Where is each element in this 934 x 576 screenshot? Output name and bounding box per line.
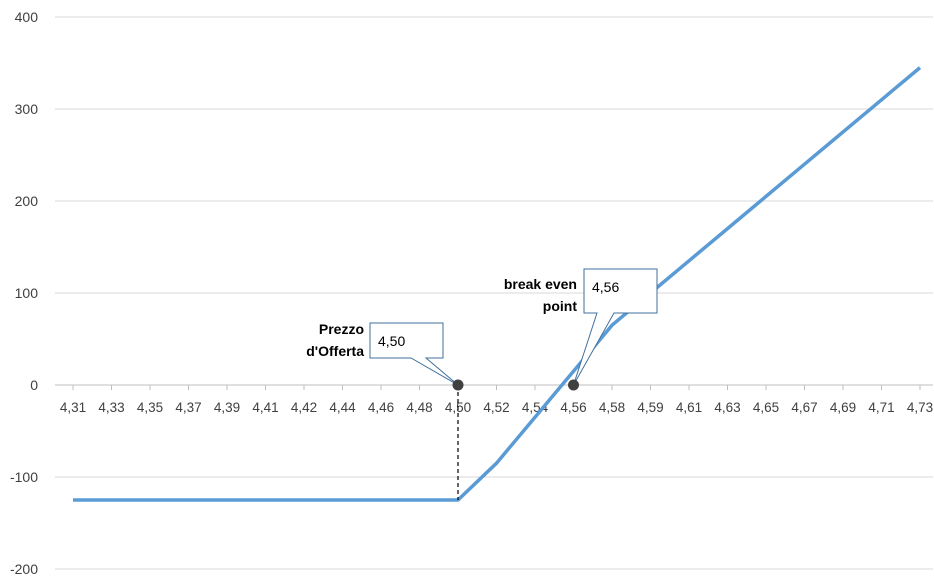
x-tick-label: 4,37 <box>175 400 201 415</box>
x-tick-label: 4,46 <box>368 400 394 415</box>
callout-box <box>369 322 459 386</box>
x-tick-label: 4,56 <box>560 400 586 415</box>
y-tick-label: -100 <box>10 469 38 485</box>
x-tick-label: 4,67 <box>791 400 817 415</box>
x-tick-label: 4,42 <box>291 400 317 415</box>
y-tick-label: 100 <box>15 285 39 301</box>
x-tick-label: 4,61 <box>676 400 702 415</box>
y-tick-label: 300 <box>15 101 39 117</box>
x-tick-label: 4,63 <box>714 400 740 415</box>
callout-value: 4,50 <box>378 333 405 349</box>
x-tick-label: 4,31 <box>60 400 86 415</box>
x-tick-label: 4,69 <box>830 400 856 415</box>
x-tick-label: 4,65 <box>753 400 779 415</box>
gridlines <box>55 16 933 570</box>
point-marker <box>452 379 464 391</box>
annotation-label: break even <box>504 276 577 292</box>
x-tick-label: 4,58 <box>599 400 625 415</box>
x-tick-label: 4,35 <box>137 400 163 415</box>
x-tick-label: 4,33 <box>98 400 124 415</box>
x-tick-label: 4,39 <box>214 400 240 415</box>
x-tick-label: 4,59 <box>637 400 663 415</box>
annotations: 4,50 Prezzo d'Offerta 4,56 break even point <box>306 268 658 500</box>
payoff-line <box>73 66 922 502</box>
x-axis: 4,31 4,33 4,35 4,37 4,39 4,41 4,42 4,44 4,46 4,48… <box>55 384 933 415</box>
callout-value: 4,56 <box>592 279 619 295</box>
y-tick-label: 200 <box>15 193 39 209</box>
y-tick-label: 0 <box>30 377 38 393</box>
y-tick-label: -200 <box>10 561 38 576</box>
payoff-series <box>73 66 922 502</box>
x-tick-label: 4,71 <box>868 400 894 415</box>
x-tick-label: 4,52 <box>483 400 509 415</box>
annotation-label: d'Offerta <box>306 343 364 359</box>
x-tick-label: 4,41 <box>252 400 278 415</box>
annotation-label: point <box>543 298 578 314</box>
x-tick-label: 4,73 <box>907 400 933 415</box>
annotation-label: Prezzo <box>319 321 364 337</box>
y-axis-ticks: 400 300 200 100 0 -100 -200 <box>10 9 38 576</box>
callout-box <box>573 268 658 386</box>
x-tick-label: 4,44 <box>329 400 356 415</box>
x-tick-label: 4,48 <box>406 400 432 415</box>
point-marker <box>568 379 579 391</box>
y-tick-label: 400 <box>15 9 39 25</box>
